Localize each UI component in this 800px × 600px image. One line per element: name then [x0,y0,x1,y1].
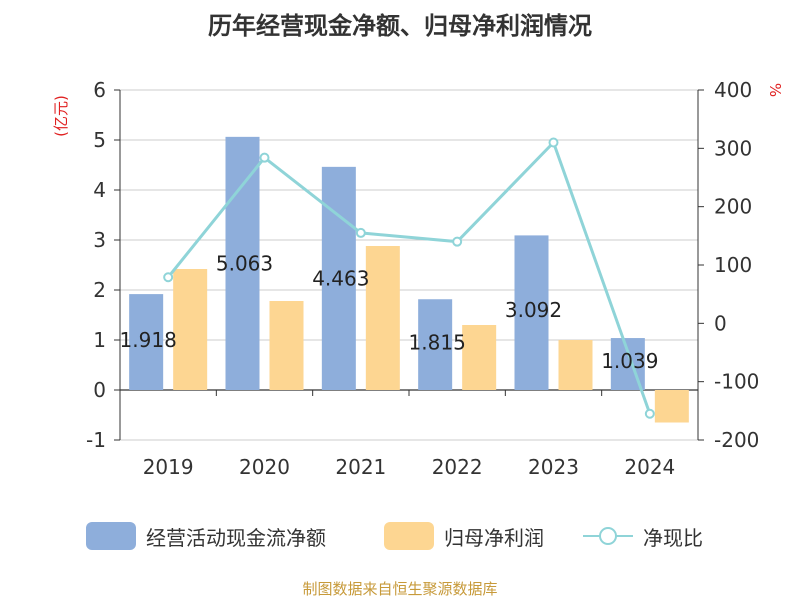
y-left-tick-label: 2 [93,278,106,302]
point-ratio [355,227,366,238]
bar-np [462,325,497,390]
y-left-tick-label: -1 [86,428,106,452]
y-right-tick-label: 300 [714,136,752,160]
x-tick-label: 2023 [528,455,579,479]
bar-ocf [514,235,549,390]
y-right-tick-label: 200 [714,195,752,219]
legend-label-ocf: 经营活动现金流净额 [146,525,326,550]
y-left-tick-label: 5 [93,128,106,152]
bar-np [365,246,400,390]
y-right-unit: % [766,83,784,97]
chart-title: 历年经营现金净额、归母净利润情况 [208,12,592,40]
y-right-tick-label: -200 [714,428,759,452]
bar-ocf [321,166,356,390]
point-ratio [259,152,270,163]
y-right-tick-label: 0 [714,311,727,335]
x-tick-label: 2024 [624,455,675,479]
y-left-tick-label: 1 [93,328,106,352]
bar-np [269,301,304,390]
y-left-tick-label: 6 [93,78,106,102]
legend-item-ratio[interactable]: 净现比 [583,518,703,554]
source-note: 制图数据来自恒生聚源数据库 [302,580,498,598]
y-left-tick-label: 3 [93,228,106,252]
y-left-tick-label: 4 [93,178,106,202]
point-ratio [548,137,559,148]
y-right-tick-label: 100 [714,253,752,277]
bar-ocf [225,136,260,390]
bar-np [173,269,208,390]
bar-ocf [418,299,453,390]
chart-legend: 经营活动现金流净额 归母净利润 净现比 [0,518,800,554]
x-tick-label: 2022 [432,455,483,479]
data-label-ocf: 4.463 [312,266,369,290]
y-right-tick-label: -100 [714,370,759,394]
line-ratio [166,139,652,415]
data-label-ocf: 1.815 [409,331,466,355]
data-label-ocf: 1.918 [120,328,177,352]
legend-line-ratio [583,522,633,550]
x-tick-label: 2021 [335,455,386,479]
data-label-ocf: 1.039 [601,349,658,373]
legend-item-ocf[interactable]: 经营活动现金流净额 [86,518,326,554]
point-ratio [163,272,174,283]
legend-label-np: 归母净利润 [444,525,544,550]
y-left-tick-label: 0 [93,378,106,402]
legend-swatch-np [384,522,434,550]
x-tick-label: 2019 [143,455,194,479]
legend-swatch-ocf [86,522,136,550]
data-label-ocf: 5.063 [216,251,273,275]
data-label-ocf: 3.092 [505,298,562,322]
bar-ocf [129,294,164,390]
legend-item-np[interactable]: 归母净利润 [384,518,544,554]
bar-np [654,390,689,423]
legend-label-ratio: 净现比 [643,525,703,550]
point-ratio [452,236,463,247]
y-right-tick-label: 400 [714,78,752,102]
y-left-unit: (亿元) [52,95,70,137]
x-tick-label: 2020 [239,455,290,479]
bar-np [558,340,593,390]
point-ratio [644,408,655,419]
